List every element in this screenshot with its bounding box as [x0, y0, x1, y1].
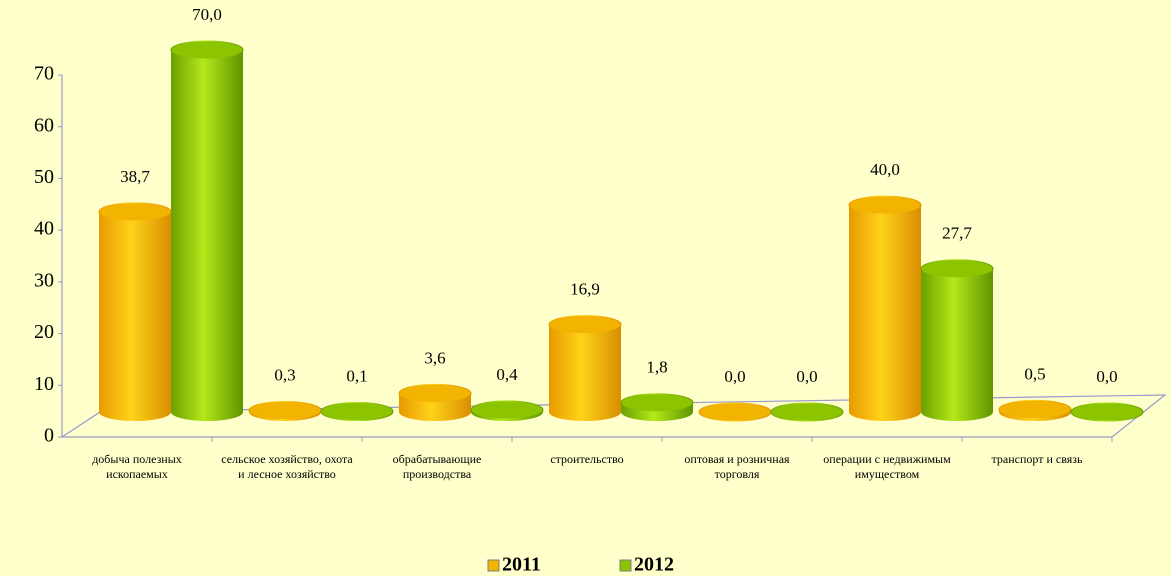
bar-cap: [1070, 402, 1144, 422]
legend-label: 2011: [502, 554, 541, 576]
bar-cap: [920, 259, 994, 279]
bar-cap: [320, 401, 394, 421]
bar-cap: [848, 195, 922, 215]
x-tick-label: обрабатывающие производства: [392, 452, 482, 481]
bar: [99, 211, 171, 412]
value-label: 16,9: [570, 280, 600, 299]
value-label: 40,0: [870, 160, 900, 179]
bar-cap: [470, 400, 544, 420]
bar-cap: [398, 383, 472, 403]
y-tick-label: 70: [34, 63, 54, 85]
x-tick-label: сельское хозяйство, охота и лесное хозяй…: [221, 452, 353, 481]
bar: [549, 324, 621, 412]
value-label: 0,0: [1096, 367, 1117, 386]
legend-label: 2012: [634, 554, 674, 576]
x-tick-label: оптовая и розничная торговля: [684, 452, 790, 481]
bar-cap: [698, 402, 772, 422]
y-tick-label: 30: [34, 269, 54, 291]
x-tick-label: операции с недвижимым имуществом: [823, 452, 951, 481]
legend-swatch: [487, 559, 500, 572]
value-label: 3,6: [424, 348, 445, 367]
bar-cap: [98, 202, 172, 222]
bar: [849, 205, 921, 412]
x-tick-label: строительство: [550, 452, 624, 466]
y-tick-label: 10: [34, 373, 54, 395]
value-label: 27,7: [942, 224, 972, 243]
bar: [921, 268, 993, 412]
x-tick-label: добыча полезных ископаемых: [92, 452, 182, 481]
value-label: 0,3: [274, 365, 295, 384]
y-tick-label: 40: [34, 218, 54, 240]
floor: [59, 394, 1167, 438]
value-label: 70,0: [192, 5, 222, 24]
bar: [171, 50, 243, 412]
y-tick-label: 0: [44, 425, 54, 447]
value-label: 0,1: [346, 366, 367, 385]
y-tick-label: 60: [34, 114, 54, 136]
bar-cap: [548, 315, 622, 335]
bar-cap: [620, 393, 694, 413]
value-label: 1,8: [646, 358, 667, 377]
bar-cap: [998, 399, 1072, 419]
value-label: 0,4: [496, 365, 518, 384]
value-label: 38,7: [120, 167, 150, 186]
bar-cap: [248, 400, 322, 420]
bar-cap: [170, 40, 244, 60]
y-tick-label: 50: [34, 166, 54, 188]
value-label: 0,0: [796, 367, 817, 386]
x-tick-label: транспорт и связь: [991, 452, 1083, 466]
value-label: 0,5: [1024, 364, 1045, 383]
y-tick-label: 20: [34, 321, 54, 343]
bar-cap: [770, 402, 844, 422]
value-label: 0,0: [724, 367, 745, 386]
legend-swatch: [619, 559, 632, 572]
